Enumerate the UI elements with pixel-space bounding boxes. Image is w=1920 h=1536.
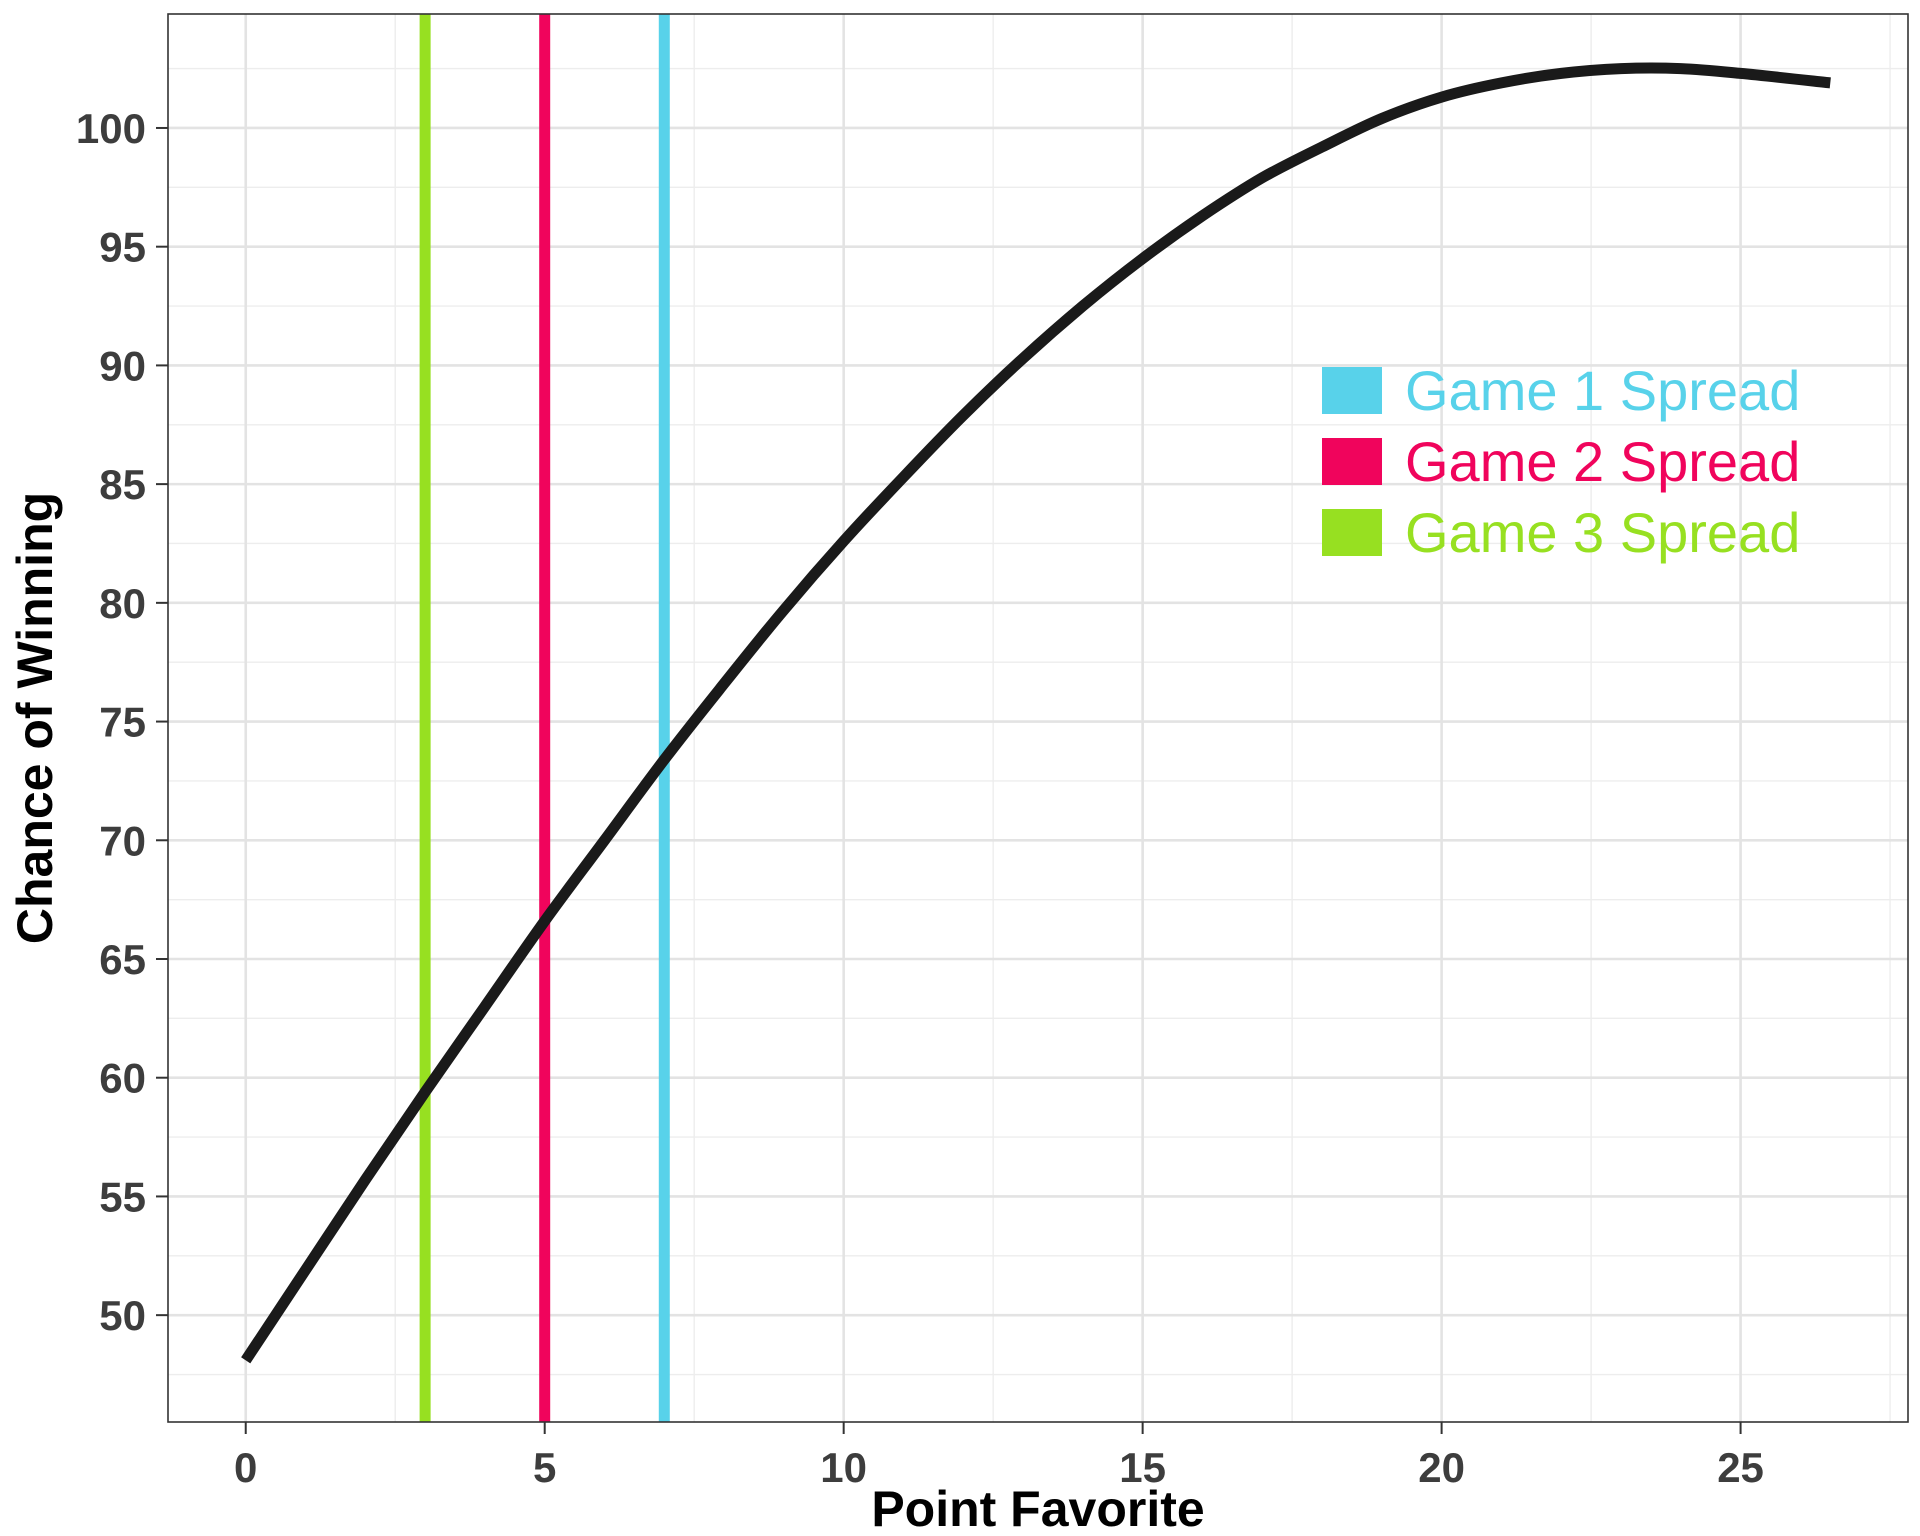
minor-gridlines	[168, 14, 1908, 1422]
y-tick-label: 80	[99, 580, 146, 627]
x-tick-label: 0	[234, 1444, 257, 1491]
x-tick-label: 15	[1119, 1444, 1166, 1491]
legend-swatch-game-3	[1322, 509, 1382, 556]
x-tick-label: 10	[820, 1444, 867, 1491]
win-probability-line	[241, 62, 1831, 1364]
y-axis-title: Chance of Winning	[7, 492, 63, 944]
y-tick-label: 85	[99, 461, 146, 508]
y-axis-ticks: 50 55 60 65 70 75 80 85 90 95 100	[76, 105, 168, 1339]
legend-label-game-3: Game 3 Spread	[1405, 501, 1800, 564]
y-tick-label: 65	[99, 936, 146, 983]
plot-background	[168, 14, 1908, 1422]
legend: Game 1 Spread Game 2 Spread Game 3 Spread	[1322, 359, 1800, 564]
legend-swatch-game-2	[1322, 438, 1382, 485]
legend-label-game-2: Game 2 Spread	[1405, 430, 1800, 493]
y-tick-label: 90	[99, 342, 146, 389]
x-tick-label: 5	[533, 1444, 556, 1491]
legend-label-game-1: Game 1 Spread	[1405, 359, 1800, 422]
y-tick-label: 50	[99, 1292, 146, 1339]
legend-swatch-game-1	[1322, 367, 1382, 414]
x-axis-ticks: 0 5 10 15 20 25	[234, 1422, 1764, 1491]
y-tick-label: 75	[99, 699, 146, 746]
y-tick-label: 100	[76, 105, 146, 152]
y-tick-label: 70	[99, 817, 146, 864]
plot-border	[167, 13, 1909, 1423]
y-tick-label: 95	[99, 224, 146, 271]
y-tick-label: 55	[99, 1173, 146, 1220]
x-tick-label: 25	[1717, 1444, 1764, 1491]
spread-lines	[419, 14, 670, 1422]
y-tick-label: 60	[99, 1055, 146, 1102]
x-tick-label: 20	[1418, 1444, 1465, 1491]
x-axis-title: Point Favorite	[871, 1481, 1204, 1536]
